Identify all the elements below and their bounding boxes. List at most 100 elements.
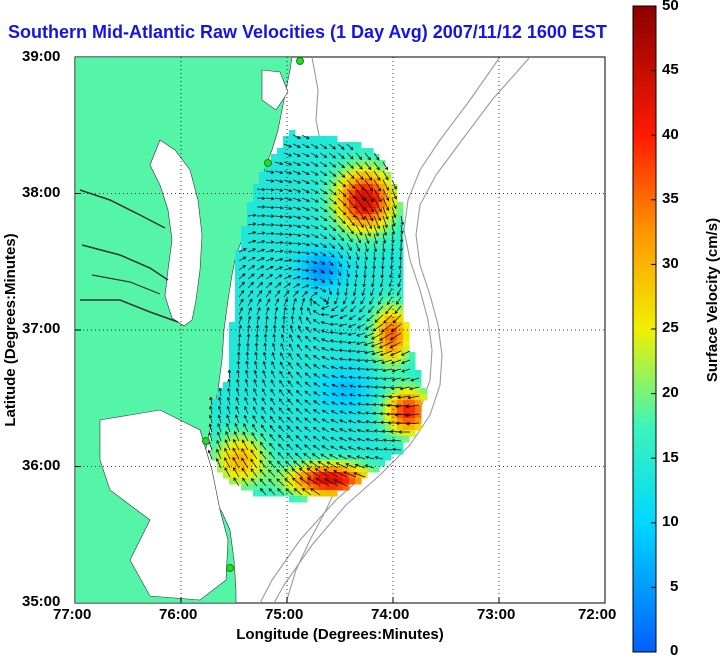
velocity-cell xyxy=(331,256,338,263)
velocity-cell xyxy=(301,334,308,341)
velocity-vector xyxy=(320,453,330,460)
velocity-cell xyxy=(253,316,260,323)
velocity-cell xyxy=(271,268,278,275)
velocity-cell xyxy=(289,484,296,491)
velocity-cell xyxy=(325,490,332,497)
velocity-cell xyxy=(313,292,320,299)
velocity-cell xyxy=(313,436,320,443)
velocity-vector xyxy=(338,340,348,344)
velocity-cell xyxy=(247,208,254,215)
velocity-vector xyxy=(310,278,318,282)
velocity-cell xyxy=(349,394,356,401)
velocity-cell xyxy=(361,232,368,239)
velocity-vector xyxy=(292,250,302,255)
velocity-cell xyxy=(367,280,374,287)
velocity-cell xyxy=(337,478,344,485)
velocity-cell xyxy=(337,370,344,377)
velocity-cell xyxy=(211,454,218,461)
velocity-cell xyxy=(271,340,278,347)
velocity-cell xyxy=(319,262,326,269)
velocity-cell xyxy=(295,286,302,293)
velocity-cell xyxy=(415,370,422,377)
velocity-cell xyxy=(361,466,368,473)
velocity-cell xyxy=(367,274,374,281)
velocity-cell xyxy=(343,202,350,209)
velocity-cell xyxy=(391,400,398,407)
velocity-cell xyxy=(325,214,332,221)
velocity-cell xyxy=(313,262,320,269)
velocity-vector xyxy=(235,405,240,415)
velocity-vector xyxy=(242,431,249,442)
velocity-cell xyxy=(295,160,302,167)
velocity-cell xyxy=(349,364,356,371)
velocity-vector xyxy=(374,438,384,442)
velocity-cell xyxy=(247,316,254,323)
velocity-vector xyxy=(247,298,253,307)
velocity-cell xyxy=(283,202,290,209)
velocity-cell xyxy=(325,142,332,149)
velocity-cell xyxy=(265,376,272,383)
velocity-cell xyxy=(271,460,278,467)
velocity-cell xyxy=(277,358,284,365)
velocity-vector xyxy=(328,179,337,187)
velocity-cell xyxy=(319,202,326,209)
velocity-cell xyxy=(223,382,230,389)
velocity-vector xyxy=(401,359,411,365)
velocity-cell xyxy=(259,352,266,359)
velocity-cell xyxy=(277,346,284,353)
y-tick-label: 36:00 xyxy=(22,457,61,474)
velocity-cell xyxy=(253,484,260,491)
velocity-cell xyxy=(385,238,392,245)
velocity-cell xyxy=(361,316,368,323)
velocity-cell xyxy=(217,460,224,467)
velocity-vector xyxy=(278,425,285,433)
velocity-cell xyxy=(301,226,308,233)
velocity-cell xyxy=(301,340,308,347)
velocity-cell xyxy=(247,400,254,407)
velocity-cell xyxy=(355,244,362,251)
velocity-cell xyxy=(325,256,332,263)
velocity-cell xyxy=(331,214,338,221)
velocity-cell xyxy=(247,358,254,365)
velocity-vector xyxy=(313,391,321,397)
velocity-cell xyxy=(349,442,356,449)
velocity-vector xyxy=(330,436,339,442)
velocity-vector xyxy=(373,233,378,245)
velocity-vector xyxy=(331,374,339,379)
velocity-vector xyxy=(321,338,330,343)
velocity-cell xyxy=(325,136,332,143)
velocity-vector xyxy=(256,248,266,253)
velocity-cell xyxy=(295,412,302,419)
velocity-cell xyxy=(391,262,398,269)
velocity-cell xyxy=(361,184,368,191)
velocity-vector xyxy=(252,423,258,433)
velocity-vector xyxy=(253,378,258,388)
velocity-cell xyxy=(289,274,296,281)
velocity-cell xyxy=(223,436,230,443)
velocity-cell xyxy=(253,322,260,329)
velocity-cell xyxy=(385,406,392,413)
velocity-cell xyxy=(307,334,314,341)
velocity-vector xyxy=(304,335,312,343)
velocity-cell xyxy=(277,490,284,497)
velocity-cell xyxy=(247,430,254,437)
velocity-cell xyxy=(223,430,230,437)
velocity-cell xyxy=(349,418,356,425)
velocity-cell xyxy=(283,370,290,377)
velocity-cell xyxy=(301,412,308,419)
velocity-cell xyxy=(379,190,386,197)
velocity-cell xyxy=(379,262,386,269)
velocity-cell xyxy=(301,394,308,401)
velocity-cell xyxy=(271,232,278,239)
velocity-vector xyxy=(344,287,348,297)
velocity-vector xyxy=(238,307,243,316)
velocity-cell xyxy=(247,382,254,389)
velocity-vector xyxy=(287,380,294,388)
velocity-vector xyxy=(337,251,343,259)
velocity-vector xyxy=(301,161,310,167)
velocity-cell xyxy=(265,448,272,455)
velocity-cell xyxy=(331,412,338,419)
velocity-cell xyxy=(283,484,290,491)
velocity-cell xyxy=(307,490,314,497)
velocity-cell xyxy=(307,322,314,329)
